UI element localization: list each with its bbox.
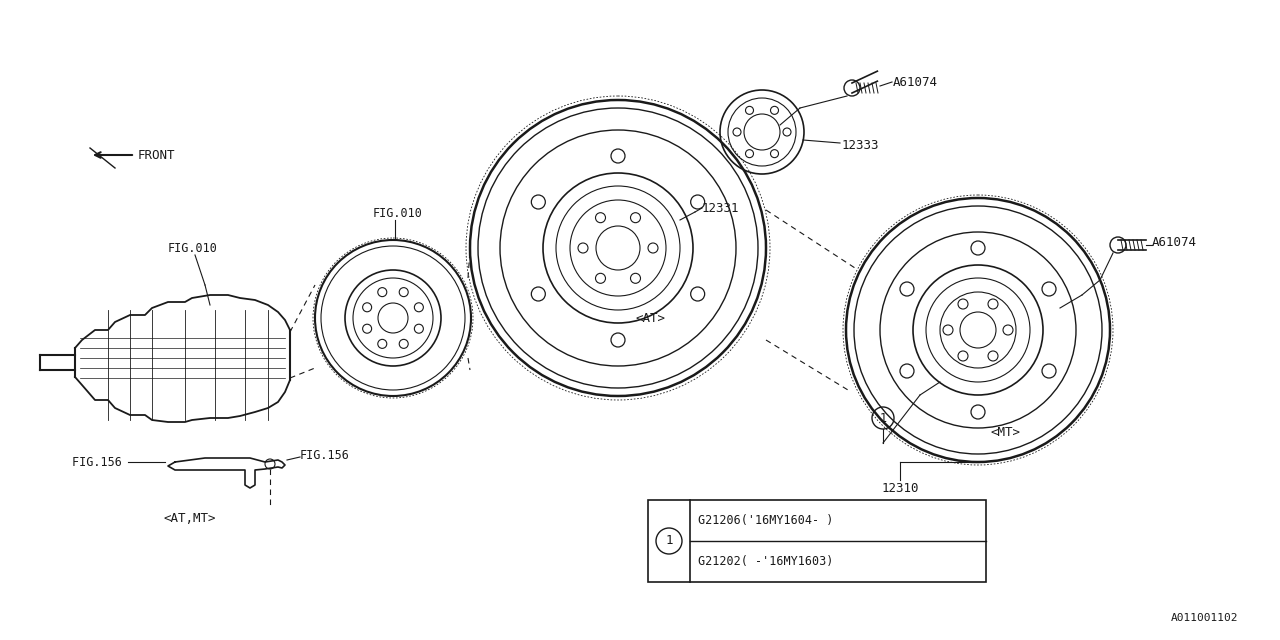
Text: FIG.010: FIG.010 (372, 207, 422, 220)
Text: 12310: 12310 (881, 481, 919, 495)
Text: 12333: 12333 (842, 138, 879, 152)
Text: 1: 1 (666, 534, 673, 547)
Text: <AT>: <AT> (635, 312, 666, 324)
Text: G21206('16MY1604- ): G21206('16MY1604- ) (698, 514, 833, 527)
Polygon shape (168, 458, 285, 488)
Text: FRONT: FRONT (138, 148, 175, 161)
Text: A61074: A61074 (1152, 236, 1197, 248)
Text: 1: 1 (879, 412, 887, 424)
Text: FIG.156 -: FIG.156 - (72, 456, 136, 468)
Text: G21202( -'16MY1603): G21202( -'16MY1603) (698, 555, 833, 568)
Text: FIG.156: FIG.156 (300, 449, 349, 461)
Text: <AT,MT>: <AT,MT> (164, 511, 216, 525)
Text: A011001102: A011001102 (1170, 613, 1238, 623)
Text: <MT>: <MT> (989, 426, 1020, 438)
Text: FIG.010: FIG.010 (168, 241, 218, 255)
Bar (648, 500, 986, 582)
Text: A61074: A61074 (893, 76, 938, 88)
Text: 12331: 12331 (701, 202, 740, 214)
